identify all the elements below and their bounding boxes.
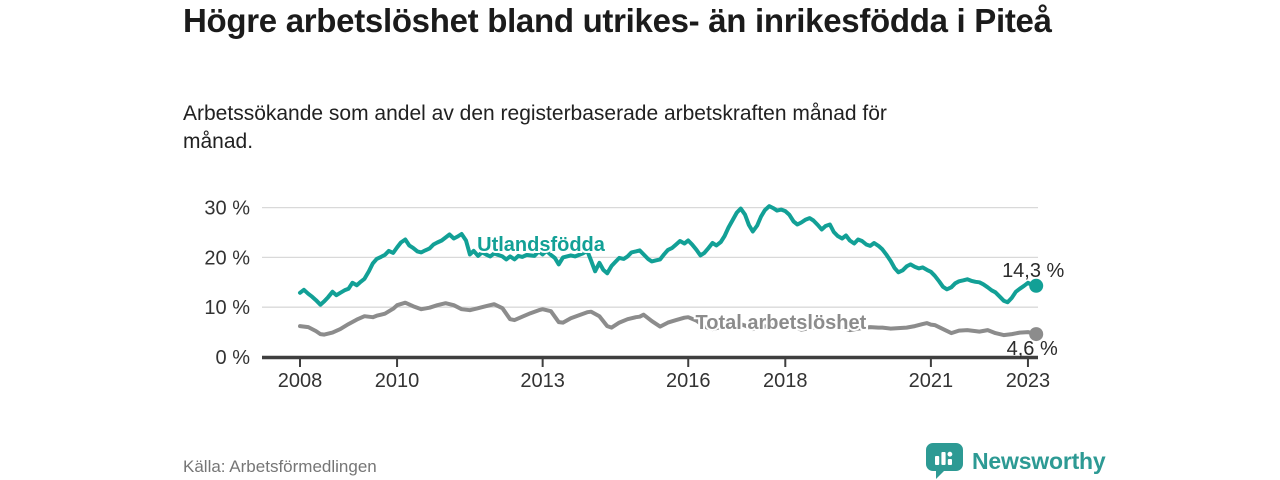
x-tick-label: 2023 [1006, 370, 1051, 392]
series-end-value: 14,3 % [1002, 260, 1064, 282]
newsworthy-logo: Newsworthy [926, 443, 1106, 479]
x-tick-label: 2021 [909, 370, 954, 392]
x-tick-label: 2010 [375, 370, 420, 392]
x-tick-label: 2008 [278, 370, 323, 392]
series-end-dot [1029, 278, 1044, 293]
chart-title: Högre arbetslöshet bland utrikes- än inr… [183, 2, 1052, 39]
chart-subtitle: Arbetssökande som andel av den registerb… [183, 102, 887, 153]
newsworthy-wordmark: Newsworthy [972, 447, 1106, 474]
x-tick-label: 2018 [763, 370, 808, 392]
newsworthy-bubble-barchart-icon [926, 443, 963, 479]
y-tick-label: 20 % [204, 247, 250, 269]
series-end-dot [1029, 327, 1044, 342]
series-end-value: 4,6 % [1007, 338, 1058, 360]
series-label: Utlandsfödda [477, 234, 606, 256]
series-label: Total arbetslöshet [696, 312, 867, 334]
y-tick-label: 10 % [204, 297, 250, 319]
series-line-total-arbetsl-shet [298, 300, 1039, 338]
y-tick-label: 0 % [216, 347, 251, 369]
x-tick-label: 2013 [520, 370, 565, 392]
source-note: Källa: Arbetsförmedlingen [183, 457, 377, 476]
series-line-utlandsf-dda [298, 204, 1039, 307]
y-tick-label: 30 % [204, 198, 250, 220]
x-tick-label: 2016 [666, 370, 711, 392]
